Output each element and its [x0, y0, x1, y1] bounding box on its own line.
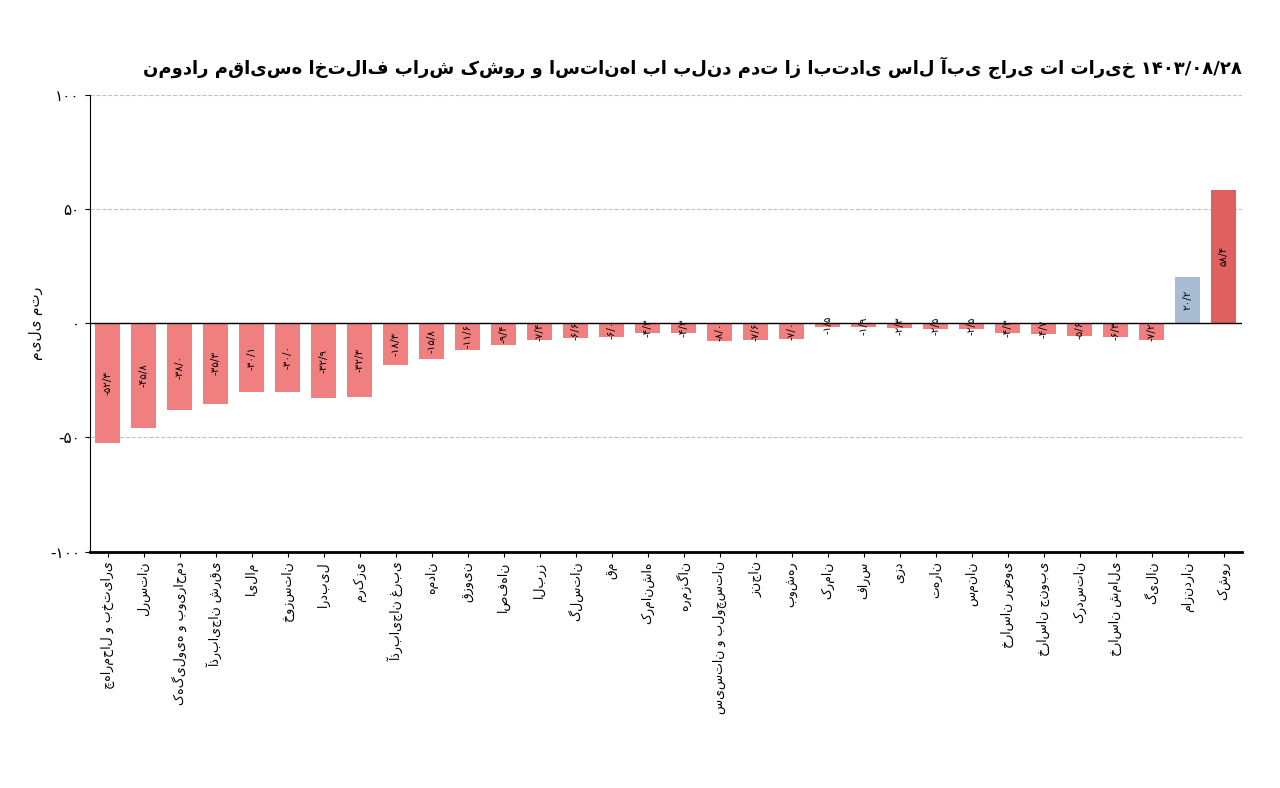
Bar	[959, 323, 984, 329]
Text: ۲۰/۲: ۲۰/۲	[1183, 290, 1193, 310]
Text: -۵۲/۳: -۵۲/۳	[102, 371, 113, 395]
Text: ۵۸/۴: ۵۸/۴	[1219, 246, 1229, 266]
Text: -۲/۳: -۲/۳	[895, 317, 905, 335]
Bar	[707, 323, 732, 341]
Bar	[275, 323, 301, 392]
Bar	[347, 323, 372, 397]
Text: -۶/۰: -۶/۰	[607, 321, 617, 339]
Text: -۷/۲: -۷/۲	[1147, 322, 1157, 340]
Bar	[419, 323, 444, 359]
Bar	[1030, 323, 1056, 334]
Text: -۷/۴: -۷/۴	[535, 322, 544, 340]
Bar	[95, 323, 120, 443]
Bar	[1139, 323, 1165, 340]
Text: -۲/۵: -۲/۵	[966, 317, 977, 335]
Bar	[1103, 323, 1128, 337]
Text: -۵/۶: -۵/۶	[1075, 320, 1084, 339]
Text: -۳۰/۰: -۳۰/۰	[283, 345, 293, 370]
Bar	[780, 323, 804, 339]
Text: -۱۵/۸: -۱۵/۸	[426, 329, 436, 353]
Text: -۳۵/۳: -۳۵/۳	[211, 351, 220, 375]
Bar	[383, 323, 408, 365]
Text: -۱/۹: -۱/۹	[859, 316, 869, 334]
Text: -۹/۴: -۹/۴	[499, 325, 508, 343]
Text: -۶/۶: -۶/۶	[571, 322, 581, 340]
Text: نمودار مقایسه اختلاف بارش کشور و استانها با بلند مدت از ابتدای سال آبی جاری تا ت: نمودار مقایسه اختلاف بارش کشور و استانها…	[143, 57, 1242, 79]
Text: -۷/۶: -۷/۶	[750, 322, 760, 341]
Bar	[563, 323, 589, 338]
Text: -۲/۵: -۲/۵	[931, 317, 941, 335]
Bar	[887, 323, 913, 329]
Text: -۴/۷: -۴/۷	[1038, 319, 1048, 338]
Text: -۴/۳: -۴/۳	[643, 318, 653, 337]
Text: -۷/۰: -۷/۰	[787, 322, 796, 340]
Bar	[527, 323, 552, 340]
Bar	[454, 323, 480, 350]
Bar	[635, 323, 660, 333]
Text: -۴/۳: -۴/۳	[1002, 318, 1012, 337]
Text: -۱۸/۳: -۱۸/۳	[390, 332, 401, 356]
Bar	[923, 323, 948, 329]
Y-axis label: میلی متر: میلی متر	[28, 286, 44, 360]
Text: -۴۵/۸: -۴۵/۸	[138, 363, 148, 388]
Bar	[1175, 277, 1201, 323]
Text: -۴/۳: -۴/۳	[678, 318, 689, 337]
Bar	[166, 323, 192, 410]
Bar	[204, 323, 228, 403]
Bar	[1068, 323, 1092, 336]
Bar	[851, 323, 877, 328]
Bar	[1211, 190, 1236, 323]
Text: -۶/۳: -۶/۳	[1111, 321, 1120, 340]
Bar	[599, 323, 625, 336]
Bar	[239, 323, 264, 392]
Text: -۳۲/۳: -۳۲/۳	[355, 348, 365, 372]
Bar	[492, 323, 516, 344]
Text: -۱/۵: -۱/۵	[823, 316, 832, 334]
Bar	[671, 323, 696, 333]
Text: -۳۸/۰: -۳۸/۰	[174, 355, 184, 378]
Text: -۸/۰: -۸/۰	[714, 323, 724, 341]
Text: -۱۱/۶: -۱۱/۶	[462, 325, 472, 348]
Bar	[995, 323, 1020, 333]
Bar	[311, 323, 337, 398]
Bar	[742, 323, 768, 340]
Text: -۳۲/۹: -۳۲/۹	[319, 348, 329, 373]
Text: -۳۰/۱: -۳۰/۱	[247, 345, 256, 370]
Bar	[131, 323, 156, 428]
Bar	[815, 323, 840, 326]
